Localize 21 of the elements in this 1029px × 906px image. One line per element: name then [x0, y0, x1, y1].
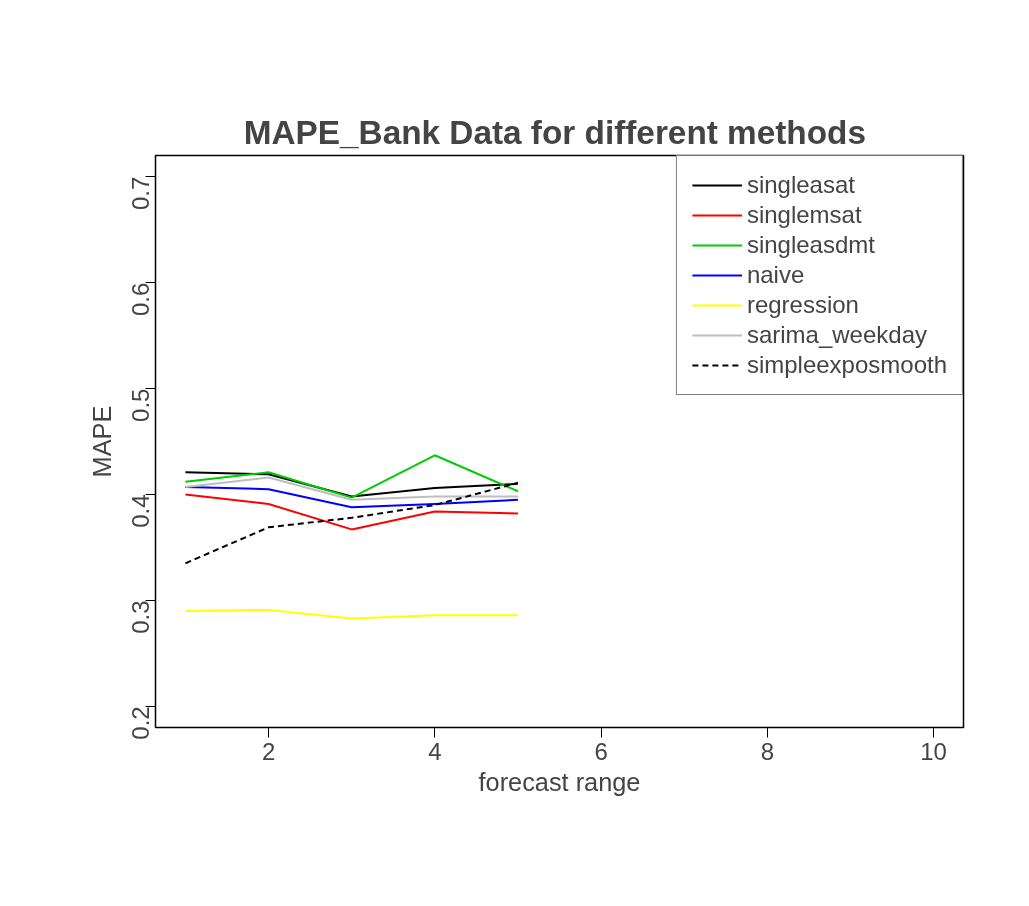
y-tick-label: 0.3 — [127, 600, 154, 634]
y-tick-label: 0.2 — [127, 706, 154, 740]
legend-label: simpleexposmooth — [746, 351, 947, 379]
y-axis-title: MAPE — [87, 405, 116, 478]
legend-label: singleasat — [746, 171, 855, 199]
y-tick-label: 0.7 — [127, 176, 154, 211]
legend-label: singleasdmt — [746, 231, 875, 259]
y-tick-label: 0.5 — [127, 388, 154, 422]
legend-label: sarima_weekday — [746, 321, 927, 349]
y-tick-label: 0.6 — [127, 282, 154, 316]
x-tick-label: 2 — [261, 737, 276, 765]
legend-label: singlemsat — [746, 201, 862, 229]
legend-label: regression — [746, 291, 859, 319]
y-tick-label: 0.4 — [127, 494, 154, 528]
x-tick-label: 10 — [920, 737, 947, 765]
x-tick-label: 8 — [760, 737, 774, 765]
x-tick-label: 4 — [428, 737, 442, 765]
chart-title: MAPE_Bank Data for different methods — [243, 113, 866, 151]
legend-label: naive — [746, 261, 805, 289]
x-axis-title: forecast range — [478, 767, 641, 796]
x-tick-label: 6 — [594, 737, 608, 765]
